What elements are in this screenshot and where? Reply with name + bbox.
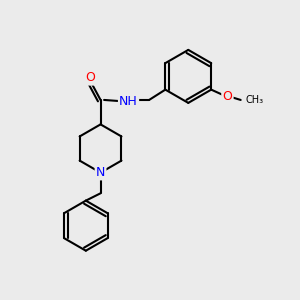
- Text: O: O: [223, 91, 232, 103]
- Text: O: O: [85, 71, 95, 84]
- Text: N: N: [96, 166, 105, 179]
- Text: CH₃: CH₃: [245, 95, 263, 105]
- Text: NH: NH: [119, 95, 138, 108]
